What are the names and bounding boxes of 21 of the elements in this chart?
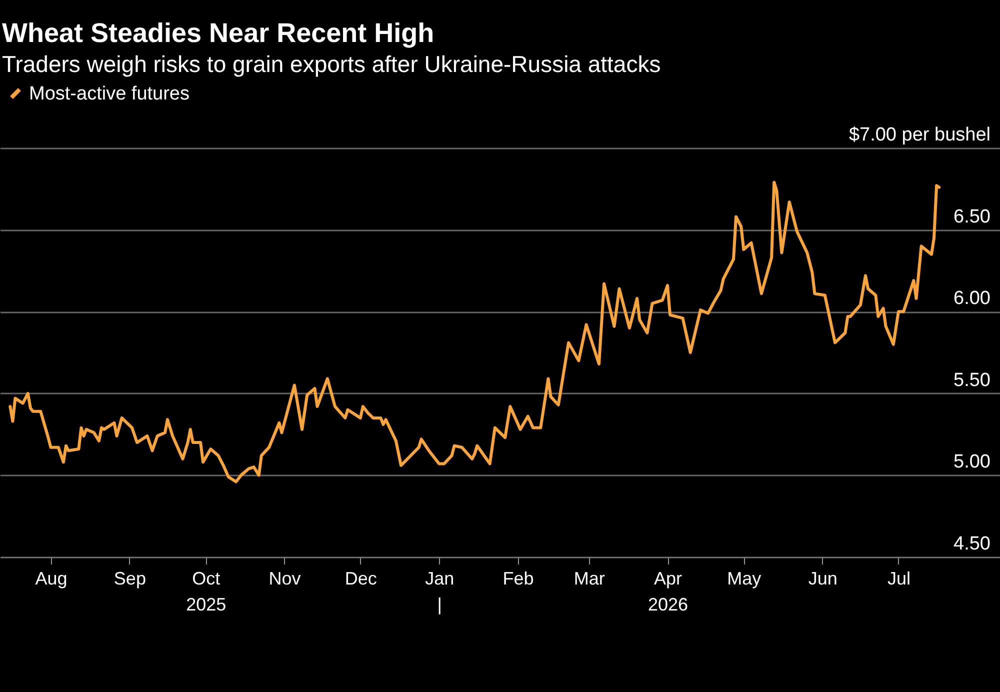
x-tick-label: Nov	[268, 568, 301, 588]
x-tick-label: Sep	[114, 568, 146, 588]
x-tick-label: Jan |	[425, 568, 454, 614]
x-tick-label: Jun	[808, 568, 838, 588]
x-tick-label: Feb	[502, 568, 534, 588]
x-tick-label: Dec	[344, 568, 377, 588]
y-tick-label: 5.50	[954, 370, 990, 391]
x-tick-label: Aug	[35, 568, 68, 588]
legend-label: Most-active futures	[29, 84, 190, 104]
x-tick-label: Oct 2025	[186, 568, 226, 614]
chart-subtitle: Traders weigh risks to grain exports after Ukraine-Russia attacks	[2, 51, 661, 77]
y-tick-label: $7.00 per bushel	[848, 124, 990, 146]
x-tick-label: Jul	[887, 568, 910, 588]
x-tick-label: Mar	[574, 568, 605, 588]
y-tick-label: 6.50	[954, 206, 990, 228]
x-tick-label: May	[727, 568, 762, 588]
x-tick-label: Apr 2026	[648, 568, 688, 614]
y-tick-label: 4.50	[954, 534, 990, 554]
chart-title: Wheat Steadies Near Recent High	[2, 18, 434, 48]
y-tick-label: 5.00	[954, 452, 990, 473]
y-tick-label: 6.00	[954, 288, 990, 310]
